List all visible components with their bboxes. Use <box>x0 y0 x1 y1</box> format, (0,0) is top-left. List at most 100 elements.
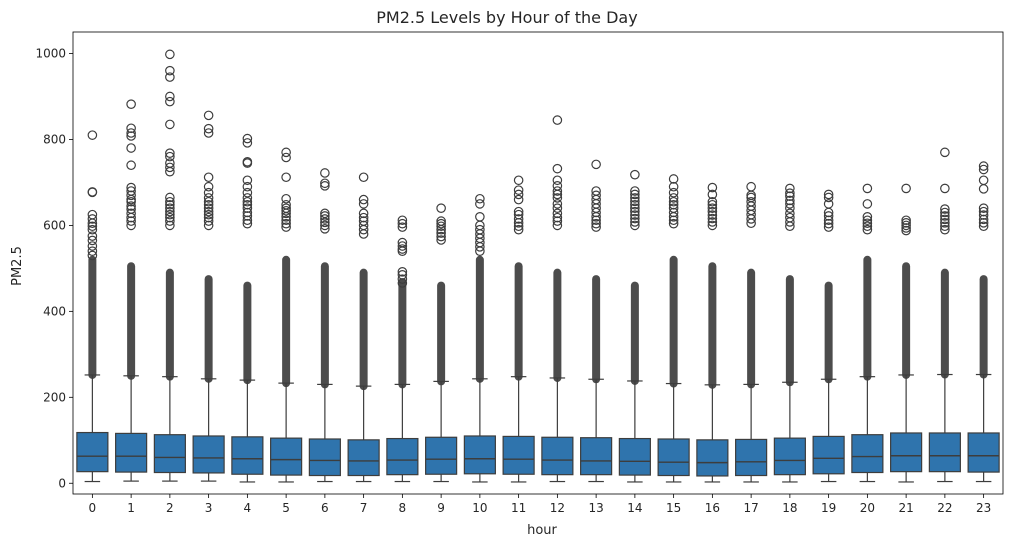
outlier-point <box>320 208 330 219</box>
outlier-point <box>242 215 253 226</box>
outlier-point <box>281 147 291 158</box>
x-tick-label: 7 <box>360 501 368 515</box>
outlier-point <box>358 172 369 183</box>
outlier-point <box>630 206 640 217</box>
outlier-point <box>591 215 601 226</box>
outlier-point <box>165 212 175 223</box>
outlier-point <box>978 221 989 232</box>
box-iqr <box>347 439 380 477</box>
outlier-point <box>203 193 214 203</box>
outlier-point <box>242 138 253 148</box>
outlier-point <box>630 199 640 210</box>
box-iqr <box>270 437 303 476</box>
outlier-point <box>242 187 253 198</box>
outlier-point <box>126 99 136 110</box>
outlier-point <box>746 181 756 192</box>
box-iqr <box>115 432 148 473</box>
outlier-point <box>707 220 718 231</box>
outlier-point <box>87 250 98 261</box>
outlier-point <box>281 152 291 163</box>
outlier-point <box>630 169 640 180</box>
outlier-point <box>862 221 873 232</box>
outlier-point <box>397 241 408 251</box>
outlier-point <box>630 196 640 207</box>
y-tick-label: 800 <box>43 132 66 146</box>
outlier-point <box>785 221 795 232</box>
outlier-point <box>707 210 718 220</box>
outlier-point <box>397 274 408 284</box>
outlier-point <box>552 175 563 186</box>
outlier-point <box>165 96 175 107</box>
box-iqr <box>851 434 884 474</box>
x-tick-label: 18 <box>782 501 797 515</box>
outlier-point <box>87 130 98 140</box>
outlier-point <box>513 218 524 228</box>
outlier-point <box>126 216 136 226</box>
outlier-point <box>436 221 446 232</box>
x-tick-label: 21 <box>898 501 913 515</box>
outlier-point <box>165 119 175 130</box>
x-tick-label: 6 <box>321 501 329 515</box>
outlier-point <box>242 196 253 207</box>
outlier-point <box>552 199 563 209</box>
y-tick-label: 1000 <box>35 46 66 60</box>
outlier-point <box>165 216 175 226</box>
outlier-point <box>281 208 291 219</box>
outlier-point <box>901 183 911 194</box>
outlier-point <box>242 193 253 203</box>
outlier-point <box>785 217 795 227</box>
x-tick-label: 2 <box>166 501 174 515</box>
outlier-point <box>165 166 175 177</box>
outlier-point <box>552 115 563 125</box>
outlier-point <box>707 199 718 210</box>
box-iqr <box>502 435 535 475</box>
outlier-point <box>165 162 175 173</box>
outlier-point <box>552 220 563 231</box>
outlier-point <box>552 186 563 196</box>
x-tick-label: 15 <box>666 501 681 515</box>
outlier-point <box>513 206 524 217</box>
outlier-point <box>281 172 291 183</box>
outlier-point <box>513 194 524 205</box>
outlier-point <box>940 224 950 235</box>
outlier-point <box>823 189 834 200</box>
outlier-point <box>785 183 795 194</box>
outlier-point <box>940 183 950 194</box>
box-iqr <box>580 437 613 476</box>
outlier-point <box>552 193 563 203</box>
outlier-point <box>320 214 330 224</box>
x-tick-label: 14 <box>627 501 642 515</box>
outlier-point <box>591 212 601 222</box>
outlier-point <box>940 214 950 225</box>
outlier-point <box>397 246 408 256</box>
outlier-point <box>165 203 175 214</box>
outlier-point <box>203 209 214 220</box>
box-iqr <box>928 432 961 473</box>
outlier-point <box>320 224 330 234</box>
outlier-point <box>978 218 989 228</box>
outlier-point <box>203 128 214 138</box>
outlier-point <box>746 214 756 224</box>
outlier-point <box>358 212 369 223</box>
x-tick-label: 23 <box>976 501 991 515</box>
outlier-point <box>436 228 446 238</box>
outlier-point <box>320 211 330 221</box>
outlier-point <box>940 204 950 214</box>
outlier-point <box>901 218 911 228</box>
outlier-point <box>320 217 330 228</box>
outlier-point <box>630 186 640 196</box>
outlier-point <box>126 131 136 141</box>
outlier-point <box>397 267 408 277</box>
outlier-point <box>87 214 98 224</box>
outlier-point <box>126 182 136 193</box>
outlier-point <box>281 205 291 216</box>
x-tick-label: 20 <box>860 501 875 515</box>
outlier-point <box>87 235 98 246</box>
outlier-point <box>203 181 214 192</box>
outlier-point <box>87 187 98 198</box>
outlier-point <box>475 212 485 222</box>
box-iqr <box>618 437 651 476</box>
outlier-point <box>87 246 98 256</box>
outlier-point <box>165 91 175 102</box>
